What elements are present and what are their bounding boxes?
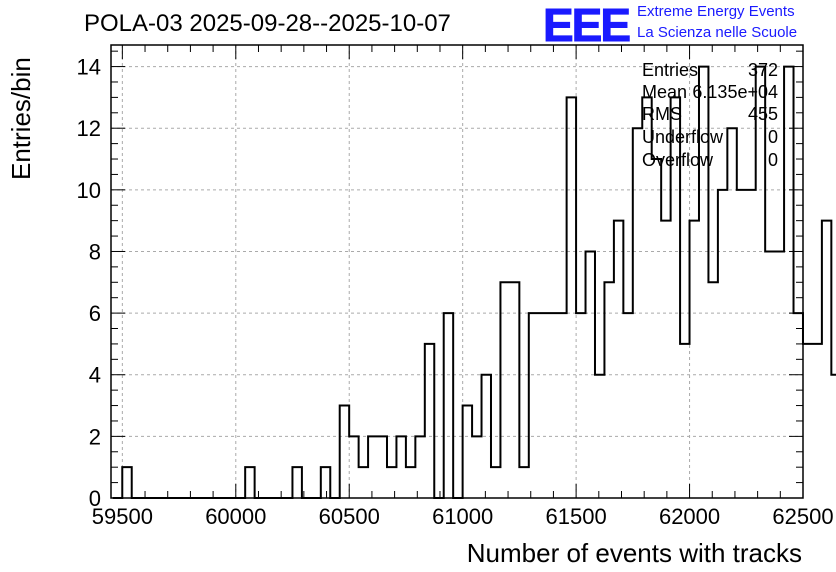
- y-axis-label: Entries/bin: [6, 57, 36, 180]
- stat-rms-value: 455: [747, 104, 778, 124]
- histogram-bin: [472, 436, 481, 498]
- histogram-bin: [396, 436, 405, 498]
- histogram-bin: [463, 406, 472, 498]
- tick-labels: 59500 60000 60500 61000 61500 62000 62500 0 2 4 6 8…: [77, 55, 834, 529]
- axes: [111, 45, 804, 499]
- y-tick-label: 0: [89, 486, 101, 511]
- histogram-bin: [529, 313, 538, 498]
- histogram-bin: [784, 67, 793, 498]
- histogram-bin: [491, 467, 500, 498]
- stat-underflow-label: Underflow: [642, 127, 724, 147]
- grid-lines: [111, 45, 804, 499]
- histogram-bin: [803, 344, 812, 498]
- stat-entries-value: 372: [747, 60, 778, 80]
- x-tick-label: 59500: [92, 504, 153, 529]
- logo-line-2: La Scienza nelle Scuole: [637, 24, 798, 41]
- stat-rms-label: RMS: [642, 104, 682, 124]
- histogram-bin: [604, 282, 613, 498]
- histogram-bin: [661, 221, 670, 498]
- histogram-bin: [359, 467, 368, 498]
- histogram-bin: [292, 467, 301, 498]
- y-tick-label: 8: [89, 239, 101, 264]
- histogram-bin: [576, 313, 585, 498]
- y-tick-label: 4: [89, 363, 101, 388]
- histogram-bin: [623, 313, 632, 498]
- histogram-bin: [690, 221, 699, 498]
- histogram-bin: [415, 436, 424, 498]
- histogram-bin: [321, 467, 330, 498]
- histogram-bin: [708, 282, 717, 498]
- y-tick-label: 6: [89, 301, 101, 326]
- y-tick-label: 12: [77, 116, 101, 141]
- stat-mean-value: 6.135e+04: [692, 82, 778, 102]
- histogram-bin: [406, 467, 415, 498]
- histogram-bin: [718, 190, 727, 498]
- histogram-bin: [378, 436, 387, 498]
- x-tick-label: 62500: [772, 504, 833, 529]
- histogram-bin: [548, 313, 557, 498]
- histogram-bins: [112, 65, 836, 499]
- histogram-bin: [340, 406, 349, 498]
- plot-frame: [110, 44, 804, 499]
- x-tick-label: 61500: [546, 504, 607, 529]
- chart-title: POLA-03 2025-09-28--2025-10-07: [84, 10, 451, 37]
- y-tick-label: 10: [77, 178, 101, 203]
- histogram-bin: [822, 221, 831, 498]
- stat-mean-label: Mean: [642, 82, 688, 102]
- y-tick-label: 2: [89, 424, 101, 449]
- y-tick-label: 14: [77, 55, 101, 80]
- histogram-bin: [557, 313, 566, 498]
- histogram-bin: [567, 97, 576, 498]
- eee-logo: EEE: [542, 0, 631, 52]
- x-tick-label: 62000: [659, 504, 720, 529]
- histogram-bin: [812, 344, 821, 498]
- histogram-bin: [510, 282, 519, 498]
- histogram-outline: [112, 65, 836, 499]
- histogram-bin: [614, 221, 623, 498]
- histogram-bin: [122, 467, 131, 498]
- histogram-bin: [500, 282, 509, 498]
- x-tick-label: 60500: [319, 504, 380, 529]
- histogram-bin: [652, 159, 661, 498]
- stat-overflow-label: Overflow: [642, 150, 714, 170]
- x-tick-label: 60000: [205, 504, 266, 529]
- stat-underflow-value: 0: [767, 127, 778, 147]
- logo-line-1: Extreme Energy Events: [637, 3, 795, 20]
- stat-entries-label: Entries: [642, 60, 699, 80]
- histogram-bin: [680, 344, 689, 498]
- histogram-bin: [368, 436, 377, 498]
- histogram-bin: [245, 467, 254, 498]
- histogram-bin: [746, 190, 755, 498]
- histogram-bin: [737, 190, 746, 498]
- histogram-bin: [444, 313, 453, 498]
- x-tick-label: 61000: [432, 504, 493, 529]
- histogram-bin: [538, 313, 547, 498]
- histogram-bin: [349, 436, 358, 498]
- histogram-bin: [831, 375, 836, 498]
- histogram-bin: [519, 467, 528, 498]
- stat-overflow-value: 0: [767, 150, 778, 170]
- x-axis-label: Number of events with tracks: [466, 538, 802, 568]
- histogram-bin: [425, 344, 434, 498]
